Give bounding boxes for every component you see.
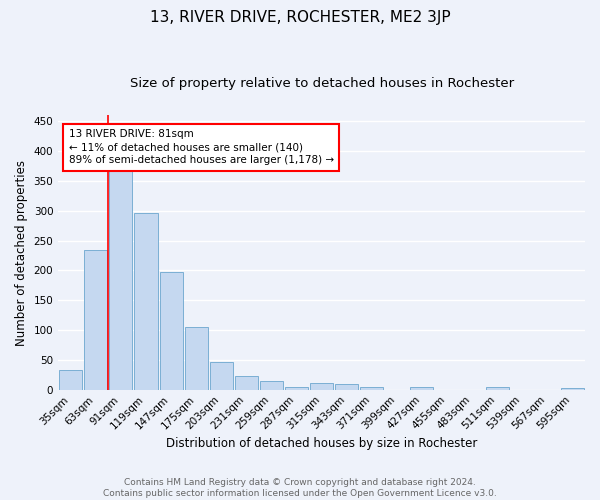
Bar: [209, 362, 233, 390]
Bar: [410, 388, 433, 390]
Y-axis label: Number of detached properties: Number of detached properties: [15, 160, 28, 346]
Bar: [134, 212, 158, 390]
Text: 13 RIVER DRIVE: 81sqm
← 11% of detached houses are smaller (140)
89% of semi-det: 13 RIVER DRIVE: 81sqm ← 11% of detached …: [69, 129, 334, 166]
Bar: [335, 384, 358, 390]
Bar: [260, 381, 283, 390]
Text: Contains HM Land Registry data © Crown copyright and database right 2024.
Contai: Contains HM Land Registry data © Crown c…: [103, 478, 497, 498]
Bar: [59, 370, 82, 390]
Bar: [561, 388, 584, 390]
Bar: [185, 327, 208, 390]
Bar: [360, 386, 383, 390]
Bar: [84, 250, 107, 390]
Bar: [285, 386, 308, 390]
Title: Size of property relative to detached houses in Rochester: Size of property relative to detached ho…: [130, 78, 514, 90]
Bar: [310, 383, 333, 390]
Bar: [235, 376, 258, 390]
Text: 13, RIVER DRIVE, ROCHESTER, ME2 3JP: 13, RIVER DRIVE, ROCHESTER, ME2 3JP: [149, 10, 451, 25]
Bar: [485, 388, 509, 390]
Bar: [160, 272, 182, 390]
Bar: [109, 169, 133, 390]
X-axis label: Distribution of detached houses by size in Rochester: Distribution of detached houses by size …: [166, 437, 477, 450]
